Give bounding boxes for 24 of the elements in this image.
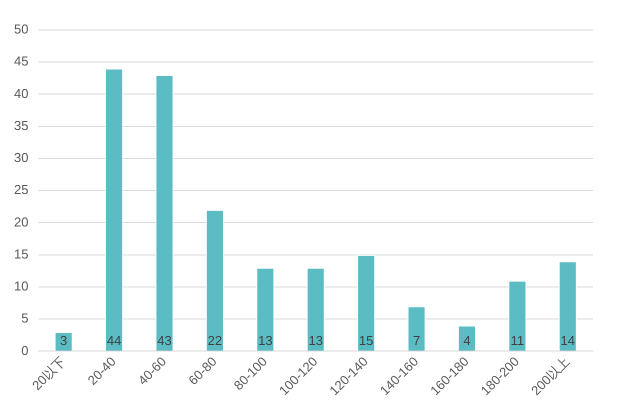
y-tick-label: 50: [14, 22, 28, 37]
data-label: 13: [258, 332, 273, 348]
data-label: 4: [463, 332, 471, 348]
y-tick-label: 20: [14, 214, 28, 230]
data-label: 22: [208, 332, 222, 348]
y-tick-label: 0: [21, 342, 28, 358]
y-tick-label: 10: [14, 278, 28, 294]
y-tick-label: 40: [14, 86, 28, 101]
x-tick-label: 200以上: [528, 354, 572, 398]
data-label: 7: [412, 332, 420, 348]
x-tick-label: 20以下: [29, 354, 68, 394]
data-label: 3: [60, 332, 68, 348]
data-label: 14: [560, 332, 576, 348]
data-label: 44: [106, 332, 122, 348]
y-tick-label: 25: [14, 182, 28, 198]
y-tick-label: 45: [14, 54, 28, 69]
data-label: 13: [308, 332, 323, 348]
y-tick-label: 15: [14, 246, 28, 262]
data-label: 43: [157, 332, 172, 348]
y-tick-label: 5: [21, 310, 28, 326]
y-tick-label: 30: [14, 150, 28, 166]
data-label: 11: [510, 332, 524, 348]
y-tick-label: 35: [14, 118, 28, 133]
data-label: 15: [358, 332, 374, 348]
